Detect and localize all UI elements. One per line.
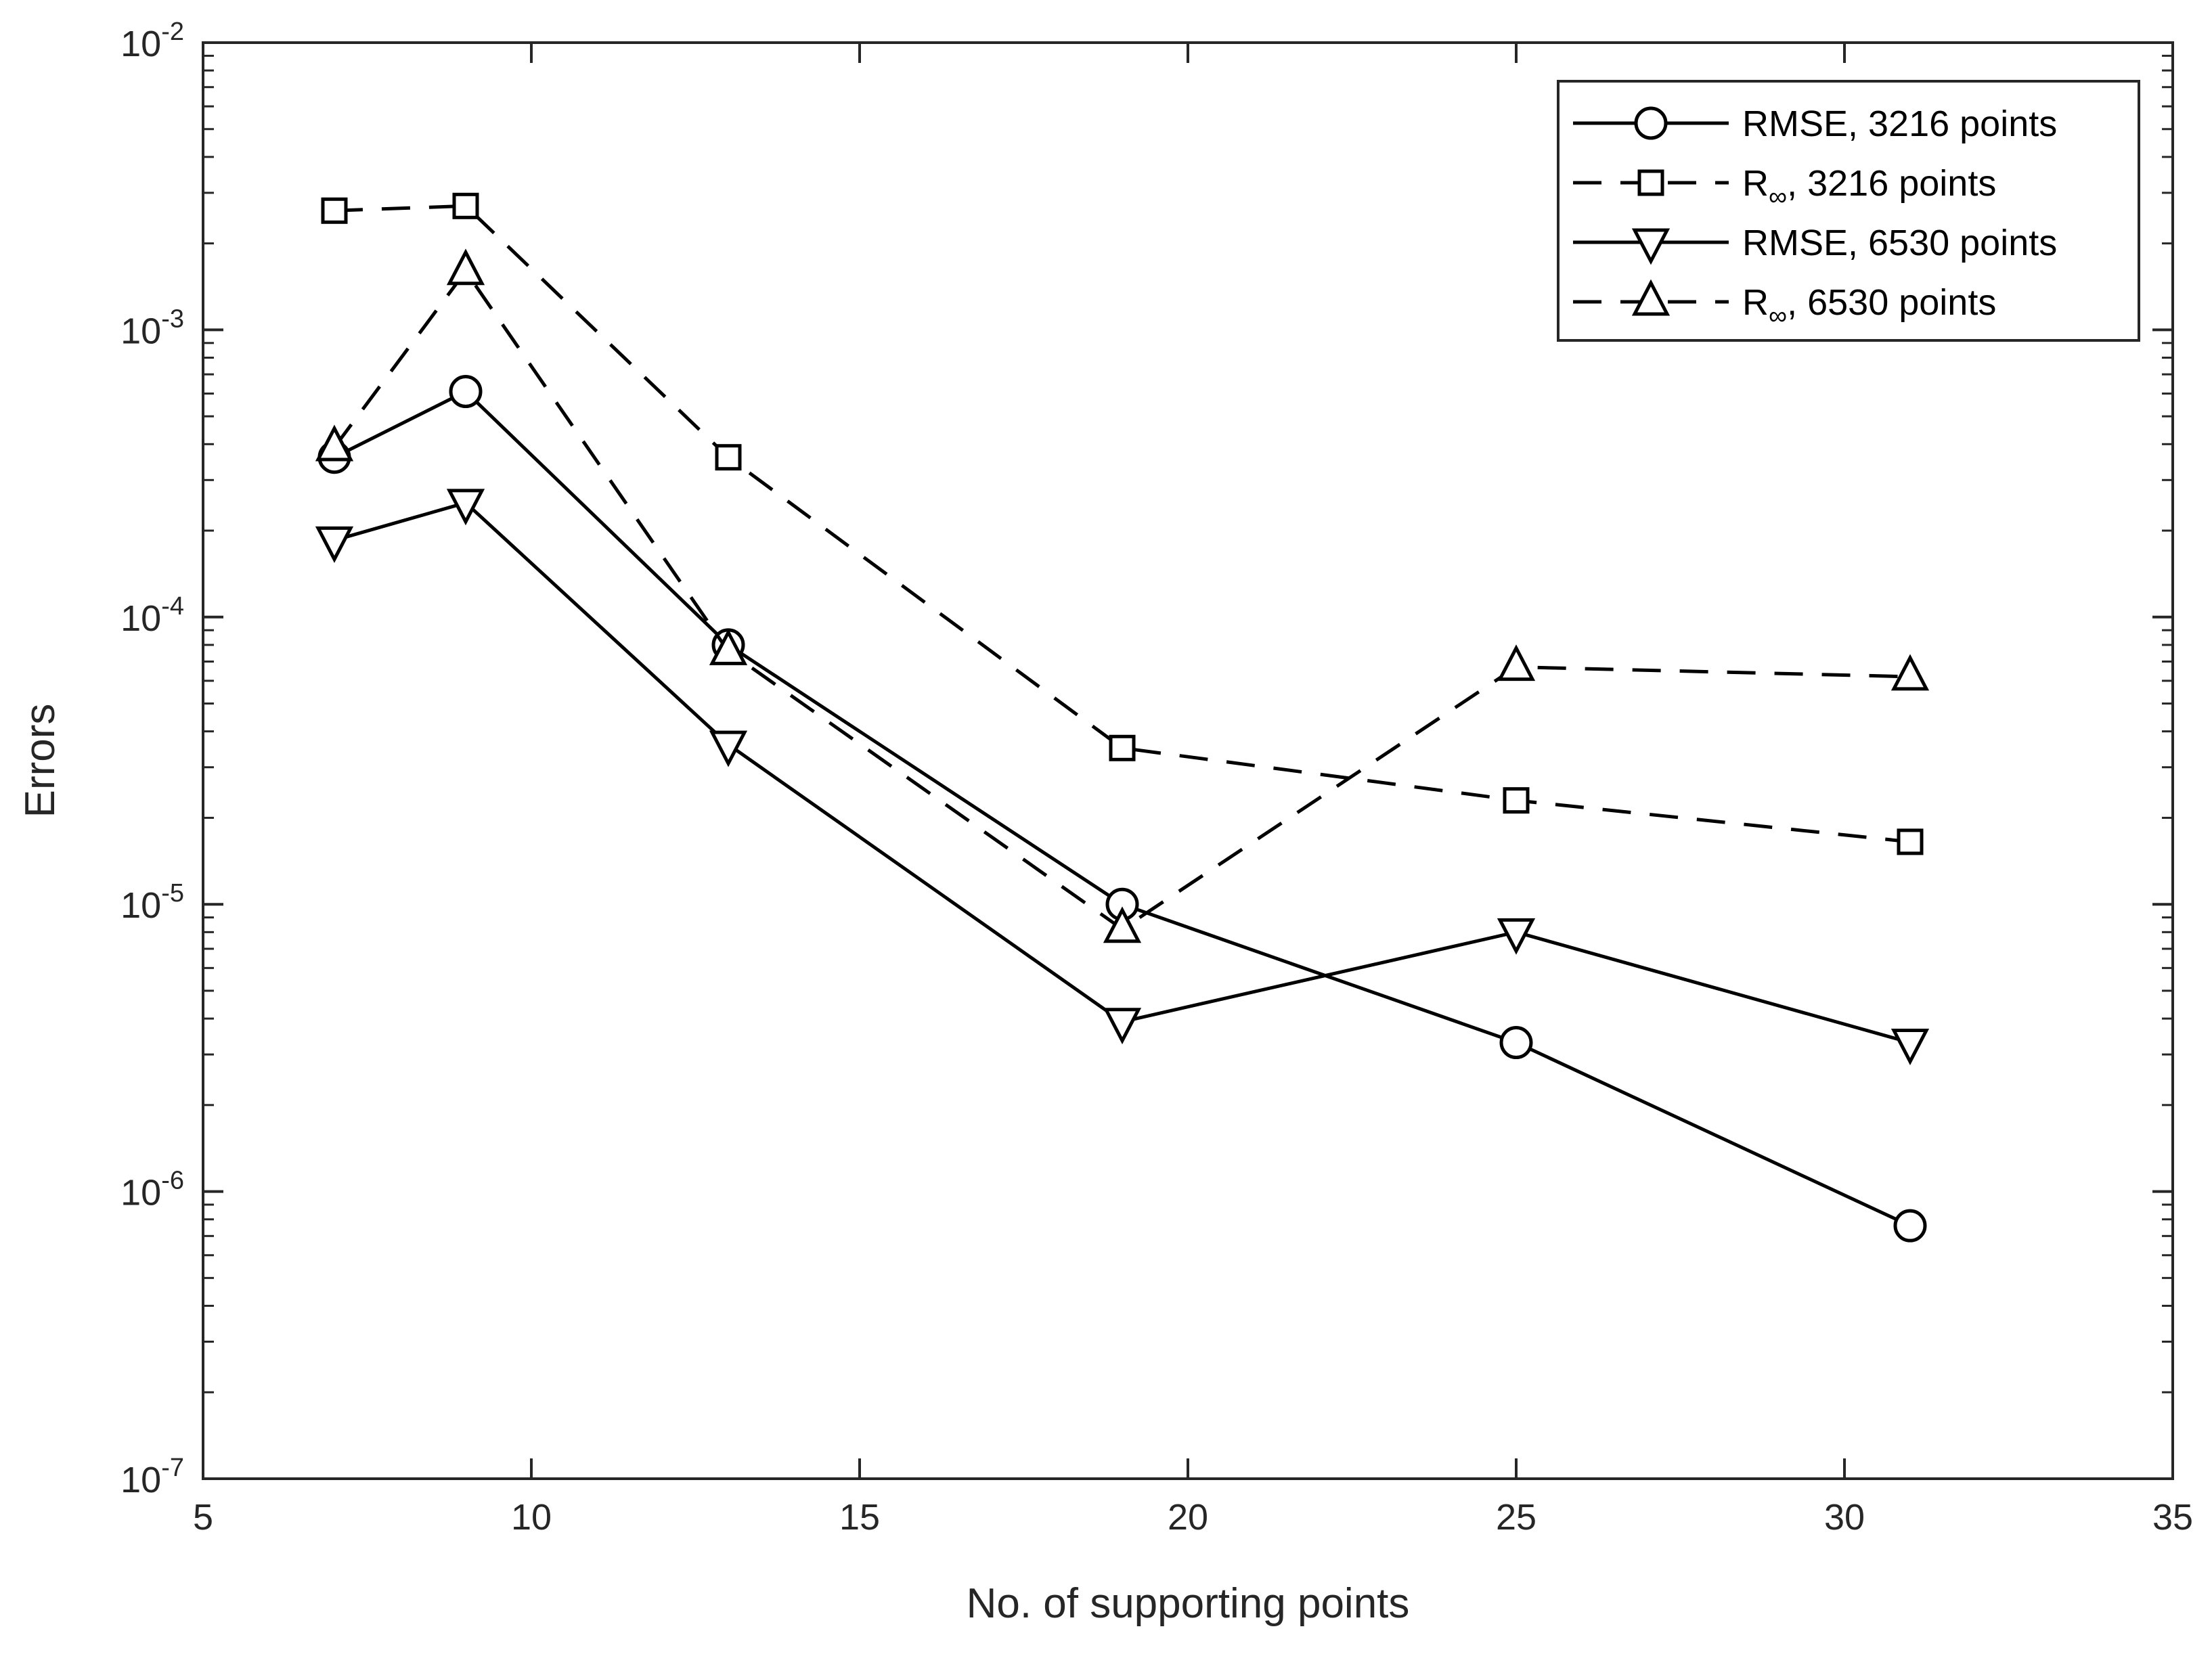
x-tick-label: 5 <box>193 1497 213 1538</box>
y-tick-base: 10 <box>120 24 161 64</box>
y-tick-exponent: -7 <box>161 1454 184 1482</box>
data-point <box>321 197 348 224</box>
legend-marker <box>1631 228 1671 265</box>
y-tick-label: 10-2 <box>120 18 184 64</box>
data-point <box>452 192 479 219</box>
data-point <box>1103 906 1142 943</box>
y-tick-label: 10-4 <box>120 592 184 639</box>
data-point <box>315 526 354 563</box>
data-point <box>1897 828 1924 855</box>
y-tick-base: 10 <box>120 311 161 351</box>
x-tick-label: 10 <box>511 1497 552 1538</box>
data-point <box>1103 1008 1142 1045</box>
y-axis-title: Errors <box>17 704 64 818</box>
x-tick-label: 35 <box>2152 1497 2193 1538</box>
legend-label: R∞, 6530 points <box>1742 282 1996 330</box>
x-tick-label: 25 <box>1496 1497 1536 1538</box>
y-tick-exponent: -5 <box>161 879 184 908</box>
legend-item: RMSE, 3216 points <box>1573 104 2057 144</box>
legend-marker <box>1637 169 1664 196</box>
data-point <box>1497 918 1536 955</box>
data-point <box>1890 1029 1930 1065</box>
series-line <box>334 204 1911 844</box>
x-axis-title: No. of supporting points <box>967 1580 1410 1627</box>
data-point <box>1890 654 1930 691</box>
legend-item: R∞, 3216 points <box>1573 163 1996 211</box>
legend-label-main: RMSE, 6530 points <box>1742 223 2057 263</box>
series-line <box>334 501 1911 1044</box>
series-2 <box>321 192 1924 855</box>
legend-marker <box>1631 279 1671 316</box>
data-point <box>1497 644 1536 681</box>
series-line <box>333 390 1911 1228</box>
x-tick-label: 30 <box>1824 1497 1865 1538</box>
legend-item: RMSE, 6530 points <box>1573 223 2057 265</box>
y-tick-exponent: -4 <box>161 592 184 621</box>
data-point <box>715 444 742 471</box>
y-tick-exponent: -6 <box>161 1167 184 1195</box>
legend-label: R∞, 3216 points <box>1742 163 1996 211</box>
y-tick-base: 10 <box>120 1173 161 1213</box>
legend-label-rest: , 6530 points <box>1787 282 1996 323</box>
legend-marker <box>1634 106 1668 140</box>
legend-label-rest: , 3216 points <box>1787 163 1996 204</box>
y-tick-base: 10 <box>120 1460 161 1500</box>
data-point <box>709 628 748 665</box>
legend-label: RMSE, 6530 points <box>1742 223 2057 263</box>
data-point <box>1109 734 1136 761</box>
legend-label-main: R <box>1742 282 1769 323</box>
y-tick-base: 10 <box>120 885 161 926</box>
series-layer <box>315 192 1930 1243</box>
data-point <box>315 424 354 462</box>
y-tick-label: 10-5 <box>120 879 184 926</box>
data-point <box>1499 1026 1533 1060</box>
series-4 <box>315 248 1930 943</box>
series-1 <box>317 375 1927 1243</box>
legend-label-main: RMSE, 3216 points <box>1742 104 2057 144</box>
legend-item: R∞, 6530 points <box>1573 279 1996 330</box>
data-point <box>446 489 485 526</box>
legend-label: RMSE, 3216 points <box>1742 104 2057 144</box>
y-tick-exponent: -2 <box>161 18 184 46</box>
y-tick-label: 10-3 <box>120 305 184 351</box>
legend-label-subscript: ∞ <box>1769 183 1787 211</box>
data-point <box>709 730 748 767</box>
series-3 <box>315 489 1930 1065</box>
x-tick-label: 15 <box>839 1497 880 1538</box>
data-point <box>1503 787 1530 814</box>
series-line <box>332 269 1911 931</box>
data-point <box>446 248 485 286</box>
y-tick-base: 10 <box>120 598 161 639</box>
legend-label-main: R <box>1742 163 1769 204</box>
x-tick-label: 20 <box>1168 1497 1208 1538</box>
data-point <box>449 375 483 409</box>
y-tick-label: 10-7 <box>120 1454 184 1500</box>
legend-label-subscript: ∞ <box>1769 302 1787 330</box>
y-tick-label: 10-6 <box>120 1167 184 1213</box>
y-tick-exponent: -3 <box>161 305 184 333</box>
data-point <box>1893 1209 1927 1243</box>
